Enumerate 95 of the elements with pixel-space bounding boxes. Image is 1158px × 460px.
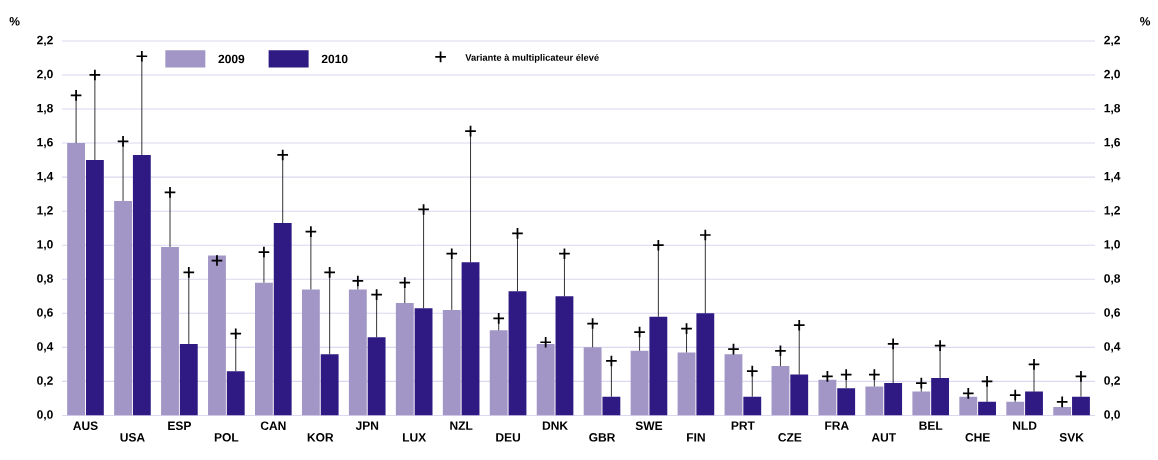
x-tick-label: CAN (260, 421, 286, 430)
bar (395, 303, 414, 416)
bar (301, 289, 320, 416)
x-tick-label: FRA (825, 421, 849, 430)
y-tick-label: 0,6 (37, 308, 53, 319)
bar (630, 350, 649, 416)
x-tick-label: CHE (965, 433, 990, 442)
legend-label: 2009 (218, 54, 245, 64)
bar (255, 282, 273, 416)
y2-tick-label: 1,6 (1104, 137, 1121, 149)
bar (367, 337, 386, 416)
annotation: Variante à multiplicateur élevé (465, 53, 599, 63)
bar (818, 379, 837, 416)
bar (837, 388, 856, 416)
y2-tick-label: 0,0 (1104, 410, 1120, 421)
y-tick-label: 1,6 (37, 137, 53, 149)
bar (649, 316, 668, 416)
y2-tick-label: 2,2 (1104, 35, 1120, 47)
bar (1025, 391, 1043, 416)
bar (696, 313, 715, 416)
y-tick-label: 0,0 (37, 410, 53, 421)
x-tick-label: LUX (402, 433, 427, 442)
bar (536, 343, 555, 416)
y2-tick-label: 0,4 (1104, 342, 1121, 353)
bar (912, 391, 931, 416)
y2-tick-label: 0,8 (1104, 274, 1121, 285)
legend-label: 2010 (321, 54, 348, 64)
y2-tick-label: 2,0 (1104, 69, 1120, 81)
bar (677, 352, 696, 416)
bar (790, 374, 809, 416)
bar (1006, 401, 1025, 416)
y-tick-label: 0,8 (37, 274, 53, 285)
bar (461, 262, 480, 416)
bar (132, 154, 151, 416)
y-tick-label: 1,8 (37, 103, 53, 115)
x-tick-label: FIN (687, 433, 705, 442)
x-tick-label: GBR (589, 433, 616, 442)
bar (414, 308, 433, 416)
y-tick-label: 0,2 (37, 376, 53, 387)
bar (865, 386, 884, 416)
x-tick-label: CZE (778, 433, 802, 442)
x-tick-label: USA (120, 433, 145, 442)
x-tick-label: DNK (542, 421, 568, 430)
bar (489, 330, 508, 416)
bar (771, 366, 790, 416)
x-tick-label: DEU (496, 433, 521, 442)
x-tick-label: KOR (307, 433, 334, 442)
x-tick-label: BEL (919, 421, 943, 430)
bar (602, 396, 621, 416)
bar (114, 200, 132, 416)
y2-tick-label: 0,6 (1104, 308, 1121, 319)
bar (508, 291, 527, 416)
y-tick-label: 2,2 (37, 35, 53, 47)
bar (442, 309, 461, 416)
y2-tick-label: 1,0 (1104, 240, 1120, 251)
x-tick-label: SWE (635, 421, 663, 430)
x-tick-label: SVK (1059, 433, 1084, 442)
x-tick-label: POL (214, 433, 239, 442)
bar (179, 343, 198, 416)
bar (1053, 406, 1072, 416)
x-tick-label: JPN (355, 421, 379, 430)
bar (978, 401, 996, 416)
bar (67, 143, 86, 416)
bar (555, 296, 574, 416)
y2-tick-label: 1,8 (1104, 103, 1121, 115)
bar (931, 378, 950, 416)
bar (884, 383, 903, 416)
bar (1072, 396, 1090, 416)
bar (583, 347, 602, 416)
x-tick-label: NZL (450, 421, 473, 430)
bar (320, 354, 339, 416)
x-tick-label: ESP (168, 421, 191, 430)
bar (273, 223, 292, 416)
bar (348, 289, 367, 416)
y2-tick-label: 1,2 (1104, 206, 1120, 217)
y2-tick-label: 0,2 (1104, 376, 1120, 387)
bar (743, 396, 762, 416)
y-tick-label: 1,0 (37, 240, 53, 251)
bar (226, 371, 245, 416)
y-tick-label: 0,4 (37, 342, 54, 353)
bar (959, 396, 978, 416)
y2-axis-title: % (1140, 17, 1151, 26)
bar (85, 160, 104, 416)
y-tick-label: 2,0 (37, 69, 53, 81)
x-tick-label: AUS (73, 421, 98, 430)
y-tick-label: 1,2 (37, 206, 53, 217)
bar (161, 246, 179, 416)
bar (724, 354, 743, 416)
y-tick-label: 1,4 (37, 172, 54, 183)
y2-tick-label: 1,4 (1104, 172, 1121, 183)
bar (208, 255, 226, 416)
x-tick-label: NLD (1013, 421, 1037, 430)
y-axis-title: % (9, 17, 20, 26)
x-tick-label: PRT (731, 421, 755, 430)
x-tick-label: AUT (871, 433, 896, 442)
